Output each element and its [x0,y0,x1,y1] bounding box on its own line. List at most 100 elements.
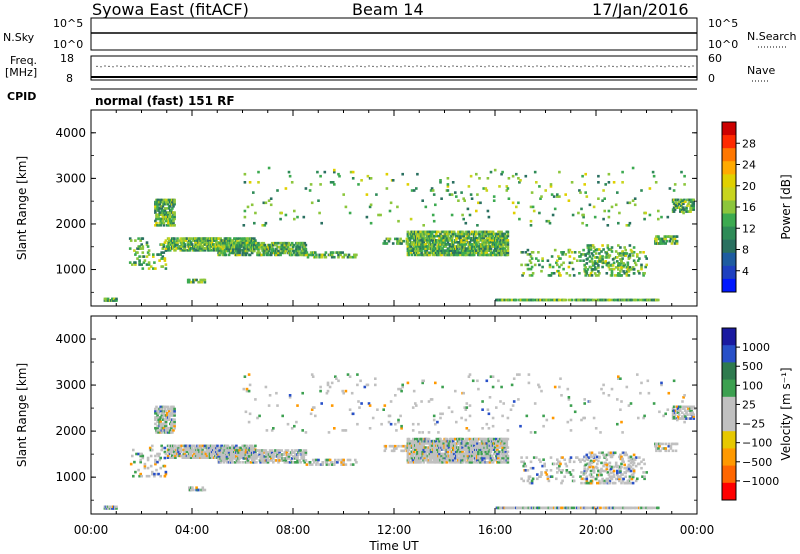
power-echo-cell [537,259,540,262]
nave-dot [584,65,586,67]
power-echo-cell [478,236,481,240]
velocity-echo-cell [185,448,189,452]
nave-dot [340,66,342,68]
power-echo-cell [318,211,321,215]
power-echo-cell [633,197,637,200]
velocity-echo-cell [195,486,198,489]
velocity-echo-cell [455,448,458,451]
nave-dot [140,65,142,67]
velocity-echo-cell [424,446,428,449]
power-echo-cell [304,249,308,253]
velocity-echo-cell [230,457,234,460]
velocity-echo-cell [229,451,233,454]
power-echo-cell [580,207,583,211]
power-echo-cell [604,183,607,186]
velocity-echo-cell [264,449,268,452]
nave-dot [436,66,438,68]
power-echo-cell [479,253,482,257]
power-echo-cell [254,239,257,242]
nave-dot [316,66,318,68]
velocity-echo-cell [451,446,455,449]
power-echo-cell [154,224,157,227]
velocity-echo-cell [446,448,450,451]
power-echo-cell [224,253,228,257]
power-echo-cell [185,237,189,240]
nave-dot [128,65,130,67]
power-echo-cell [465,234,469,238]
power-echo-cell [544,189,547,192]
velocity-echo-cell [132,474,135,478]
power-echo-cell [529,267,533,271]
velocity-echo-cell [165,414,169,417]
nave-dot [148,66,150,68]
power-echo-cell [415,187,418,190]
power-echo-cell [550,193,554,196]
velocity-echo-cell [430,461,434,464]
velocity-echo-cell [471,446,475,449]
power-echo-cell [496,232,499,236]
power-echo-cell [160,243,163,246]
power-echo-cell [496,247,499,250]
velocity-echo-cell [481,458,484,462]
power-echo-cell [421,232,424,236]
velocity-echo-cell [243,457,247,460]
velocity-echo-cell [179,448,182,452]
velocity-echo-cell [151,444,154,448]
power-echo-cell [617,265,620,269]
power-echo-cell [302,247,306,251]
power-echo-cell [607,181,611,184]
power-echo-cell [602,217,605,221]
velocity-echo-cell [137,452,140,456]
velocity-echo-cell [157,416,160,419]
velocity-echo-cell [422,448,425,451]
nave-dot [240,65,242,67]
power-echo-cell [262,253,266,257]
power-echo-cell [439,179,442,182]
power-echo-cell [188,245,192,248]
velocity-echo-cell [407,458,411,462]
velocity-echo-cell [492,444,496,447]
power-echo-cell [160,217,164,221]
power-echo-cell [446,177,450,180]
power-echo-cell [422,241,425,244]
power-echo-cell [604,260,607,263]
nave-dot [668,65,670,67]
velocity-echo-cell [417,448,420,451]
power-echo-cell [324,251,328,254]
power-echo-cell [445,232,449,236]
power-echo-cell [240,237,243,240]
power-echo-cell [623,272,626,275]
power-echo-cell [498,185,501,188]
velocity-echo-cell [411,437,415,441]
power-echo-cell [147,249,151,252]
velocity-echo-cell [485,456,489,460]
velocity-echo-cell [178,452,181,456]
power-echo-cell [166,200,170,204]
power-echo-cell [555,261,558,265]
power-echo-cell [188,278,191,282]
power-ytick-label: 1000 [55,263,86,277]
power-echo-cell [550,272,554,275]
velocity-echo-cell [285,455,289,458]
power-echo-cell [104,297,108,301]
velocity-echo-cell [476,458,479,462]
nave-dot [320,65,322,67]
velocity-echo-cell [153,472,156,476]
power-echo-cell [628,201,632,205]
power-echo-cell [594,274,598,277]
power-echo-cell [507,197,511,200]
velocity-echo-cell [164,422,168,426]
velocity-echo-cell [275,459,278,462]
power-echo-cell [290,253,294,257]
power-echo-cell [476,243,479,246]
power-echo-cell [270,251,274,255]
velocity-echo-cell [503,442,506,445]
velocity-echo-cell [159,405,162,409]
power-echo-cell [177,239,180,242]
velocity-echo-cell [446,458,450,462]
power-echo-cell [548,263,552,267]
velocity-echo-cell [139,460,142,464]
power-echo-cell [591,298,595,302]
power-echo-cell [218,253,221,257]
power-echo-cell [304,243,308,247]
